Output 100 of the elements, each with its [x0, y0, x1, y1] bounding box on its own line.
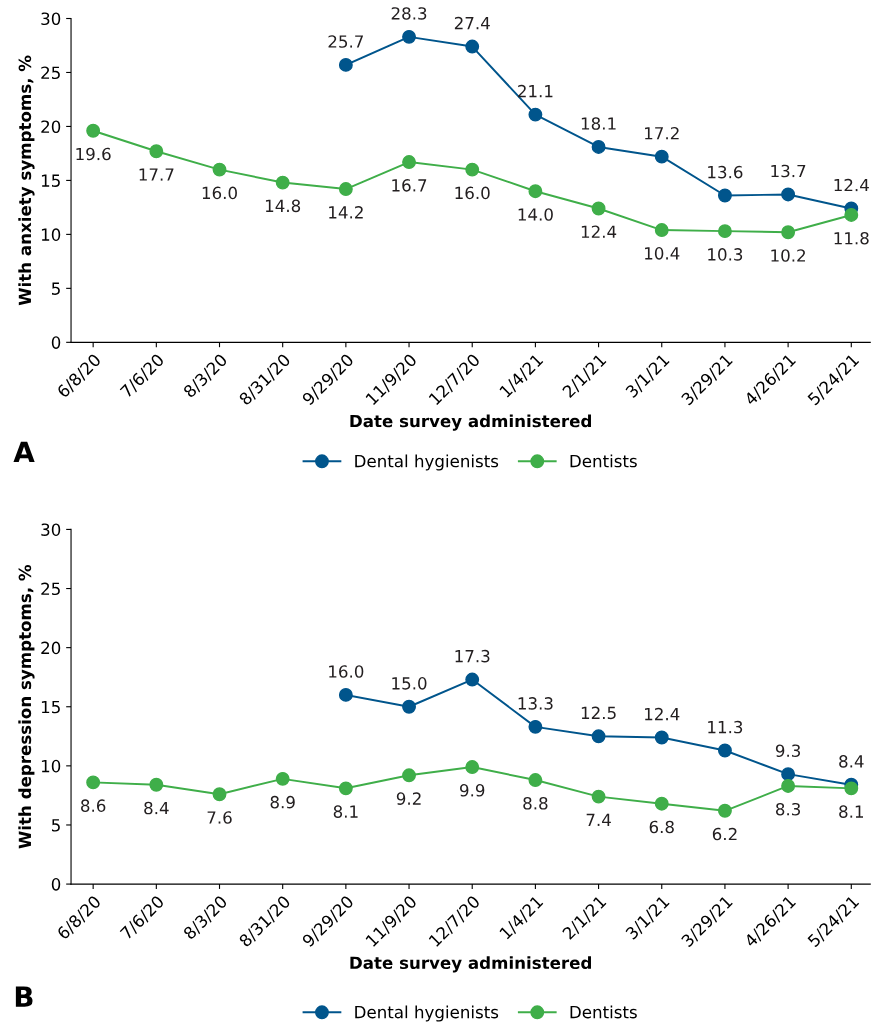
data-label: 8.1: [333, 805, 358, 818]
point: [212, 162, 227, 177]
data-label: 17.7: [139, 168, 174, 181]
point: [844, 781, 859, 796]
point: [338, 182, 353, 196]
x-axis-title: Date survey administered: [350, 414, 591, 431]
point: [338, 687, 353, 702]
point: [591, 201, 606, 216]
y-tick-label: 20: [41, 120, 61, 134]
data-label: 16.0: [202, 186, 237, 200]
data-label: 8.4: [144, 801, 169, 815]
point: [465, 39, 480, 54]
legend-label: Dental hygienists: [355, 454, 499, 471]
y-tick-label: 10: [41, 228, 61, 241]
y-tick-label: 30: [41, 12, 61, 26]
point: [591, 140, 606, 154]
data-label: 12.4: [645, 707, 680, 721]
data-label: 6.8: [649, 820, 674, 834]
data-label: 17.2: [645, 126, 679, 140]
data-label: 12.4: [834, 178, 869, 192]
data-label: 17.3: [455, 649, 490, 663]
point: [781, 767, 796, 782]
y-tick-label: 25: [41, 582, 60, 596]
y-tick-label: 20: [41, 641, 61, 655]
data-label: 13.6: [708, 165, 743, 179]
data-label: 11.8: [834, 231, 869, 245]
legend-label: Dentists: [570, 454, 637, 468]
y-tick-label: 15: [41, 174, 60, 187]
y-axis-title: With depression symptoms, %: [18, 564, 35, 849]
data-label: 9.2: [396, 792, 421, 805]
text: B: [15, 986, 33, 1007]
point: [717, 224, 732, 239]
point: [402, 29, 416, 44]
data-label: 14.8: [265, 199, 301, 213]
data-label: 9.9: [460, 784, 485, 797]
legend-label: Dentists: [570, 1005, 637, 1019]
point: [465, 672, 480, 687]
point: [338, 781, 353, 796]
data-label: 15.0: [392, 677, 427, 690]
data-label: 18.1: [581, 117, 616, 130]
data-label: 8.6: [81, 799, 106, 812]
data-label: 14.0: [518, 208, 553, 221]
point: [654, 223, 669, 238]
point: [717, 803, 732, 818]
x-axis-title: Date survey administered: [350, 956, 591, 973]
data-label: 13.7: [771, 164, 806, 178]
y-axis-title: With anxiety symptoms, %: [18, 55, 35, 306]
point: [338, 57, 353, 72]
y-tick-label: 25: [41, 66, 60, 80]
y-tick-label: 30: [41, 523, 61, 536]
point: [781, 225, 796, 240]
y-tick-label: 10: [41, 759, 61, 773]
point: [844, 208, 859, 222]
data-label: 8.1: [839, 805, 863, 818]
point: [212, 787, 227, 802]
point: [465, 760, 480, 774]
data-label: 27.4: [454, 16, 490, 30]
data-label: 13.3: [518, 697, 553, 710]
point: [591, 729, 606, 744]
point: [528, 107, 543, 122]
data-label: 19.6: [76, 147, 111, 161]
text: A: [13, 441, 35, 462]
data-label: 6.2: [712, 827, 737, 841]
point: [275, 175, 290, 190]
data-label: 8.9: [270, 795, 295, 809]
y-tick-label: 5: [52, 282, 60, 295]
point: [149, 144, 164, 159]
data-label: 8.4: [839, 755, 864, 768]
data-label: 10.4: [645, 247, 680, 260]
point: [717, 743, 732, 758]
data-label: 10.3: [708, 248, 743, 261]
data-label: 14.2: [329, 206, 363, 219]
point: [591, 789, 606, 804]
point: [654, 730, 669, 745]
y-tick-label: 0: [51, 336, 61, 349]
point: [528, 719, 543, 734]
data-label: 7.4: [586, 813, 611, 826]
point: [86, 123, 101, 138]
data-label: 11.3: [708, 720, 743, 734]
y-tick-label: 0: [51, 878, 61, 891]
y-tick-label: 15: [41, 700, 60, 714]
data-label: 8.3: [775, 802, 801, 816]
y-tick-label: 5: [52, 819, 60, 832]
point: [149, 777, 164, 792]
data-label: 16.0: [455, 186, 490, 200]
point: [402, 155, 416, 170]
point: [86, 775, 101, 790]
point: [402, 768, 416, 783]
data-label: 8.8: [523, 797, 548, 810]
point: [402, 699, 416, 714]
point: [781, 779, 796, 793]
point: [275, 771, 290, 786]
point: [717, 188, 732, 203]
point: [654, 796, 669, 811]
legend-label: Dental hygienists: [355, 1005, 499, 1022]
data-label: 21.1: [518, 84, 553, 98]
data-label: 10.2: [771, 249, 805, 262]
point: [528, 184, 543, 199]
data-label: 16.0: [329, 665, 364, 678]
point: [781, 187, 796, 202]
